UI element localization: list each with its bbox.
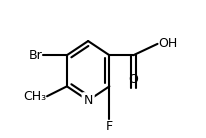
Text: OH: OH <box>158 37 178 50</box>
Text: F: F <box>106 120 113 133</box>
Text: O: O <box>129 73 138 86</box>
Text: CH₃: CH₃ <box>23 90 46 103</box>
Text: N: N <box>83 94 93 107</box>
Text: Br: Br <box>28 49 42 62</box>
